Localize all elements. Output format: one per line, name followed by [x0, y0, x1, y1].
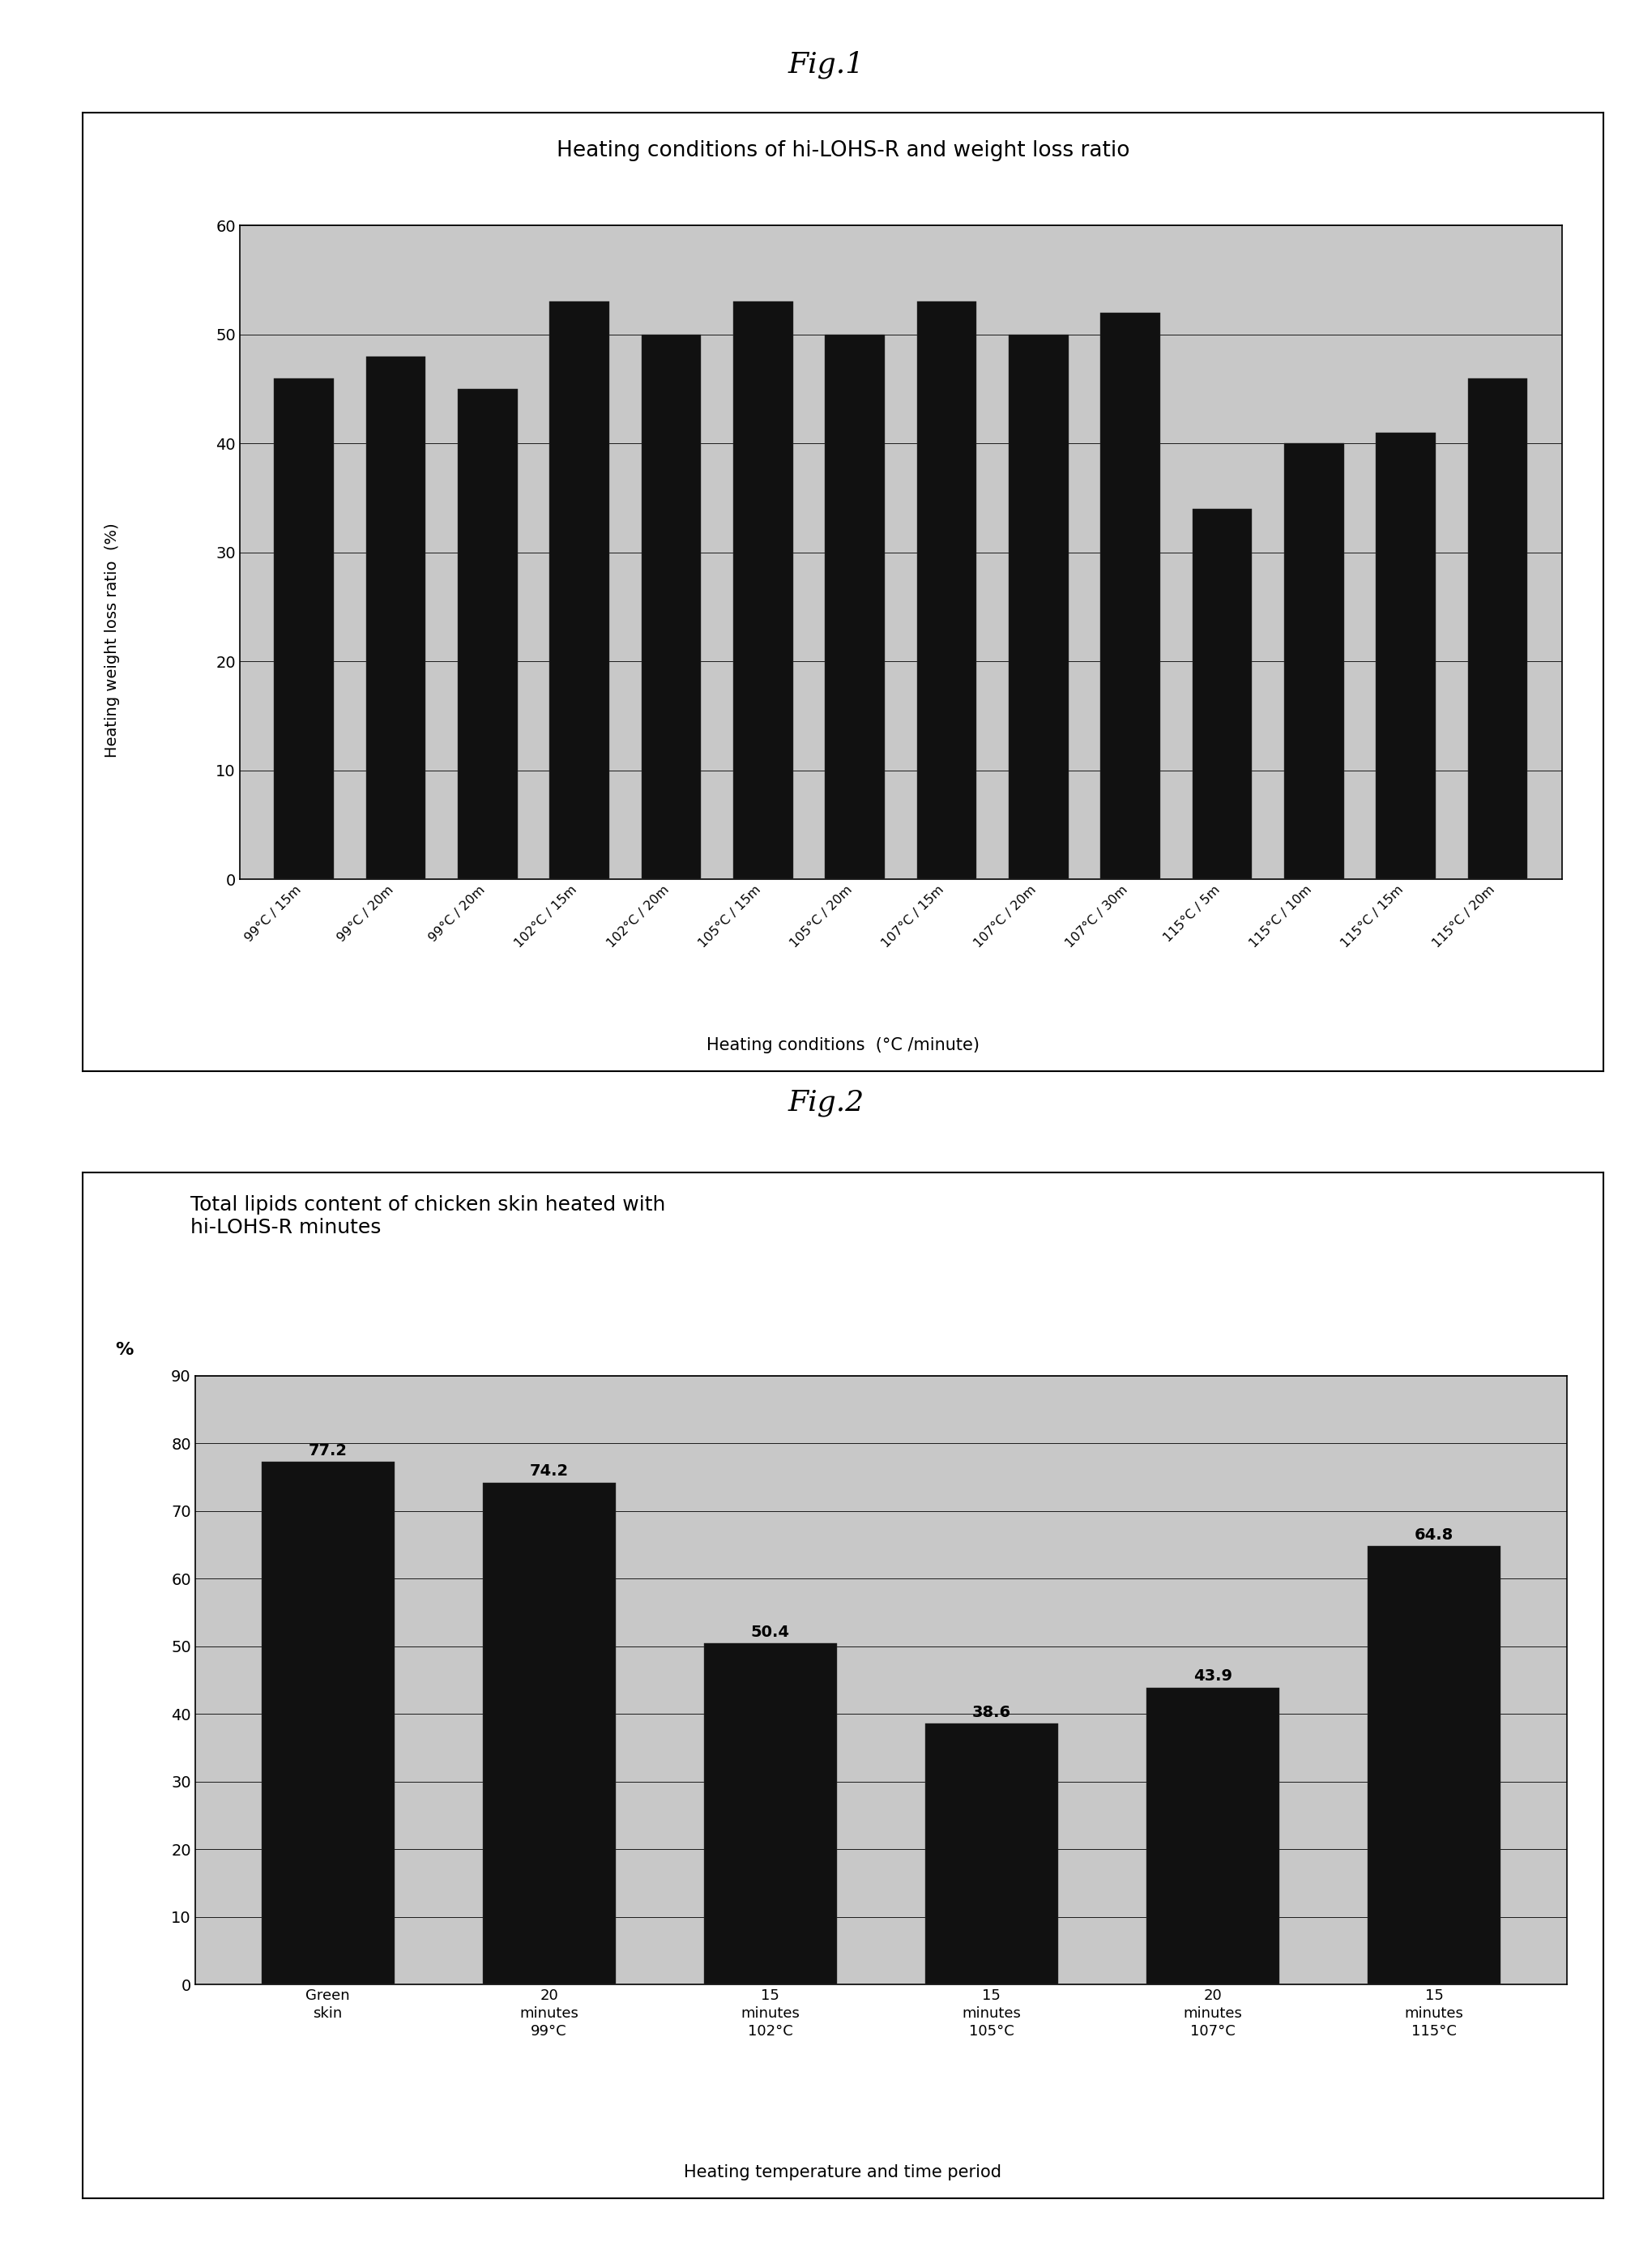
Text: 50.4: 50.4	[750, 1624, 790, 1639]
Bar	[824, 334, 884, 879]
Bar	[641, 334, 700, 879]
Bar	[733, 302, 793, 879]
Bar	[1368, 1547, 1500, 1984]
Bar	[1100, 313, 1160, 879]
Text: 74.2: 74.2	[529, 1463, 568, 1479]
Bar	[1376, 433, 1436, 879]
Text: Heating conditions  (°C /minute): Heating conditions (°C /minute)	[705, 1037, 980, 1053]
Bar	[458, 388, 517, 879]
Bar	[365, 356, 426, 879]
Text: Heating weight loss ratio  (%): Heating weight loss ratio (%)	[104, 523, 121, 758]
Bar	[274, 379, 334, 879]
Bar	[261, 1461, 393, 1984]
Bar	[1284, 444, 1343, 879]
Bar	[1467, 379, 1526, 879]
Bar	[482, 1482, 615, 1984]
Text: %: %	[116, 1342, 132, 1358]
Bar	[925, 1723, 1057, 1984]
Text: Fig.1: Fig.1	[788, 52, 864, 79]
Text: 38.6: 38.6	[971, 1705, 1011, 1721]
Text: 64.8: 64.8	[1414, 1527, 1454, 1542]
Text: Total lipids content of chicken skin heated with
hi-LOHS-R minutes: Total lipids content of chicken skin hea…	[190, 1195, 664, 1238]
Text: Heating conditions of hi-LOHS-R and weight loss ratio: Heating conditions of hi-LOHS-R and weig…	[557, 140, 1128, 160]
Bar	[1146, 1687, 1279, 1984]
Bar	[550, 302, 610, 879]
Bar	[917, 302, 976, 879]
Bar	[704, 1644, 836, 1984]
Bar	[1191, 510, 1252, 879]
Text: 43.9: 43.9	[1193, 1669, 1232, 1684]
Text: Heating temperature and time period: Heating temperature and time period	[684, 2165, 1001, 2181]
Text: Fig.2: Fig.2	[788, 1089, 864, 1116]
Bar	[1008, 334, 1067, 879]
Text: 77.2: 77.2	[309, 1443, 347, 1459]
